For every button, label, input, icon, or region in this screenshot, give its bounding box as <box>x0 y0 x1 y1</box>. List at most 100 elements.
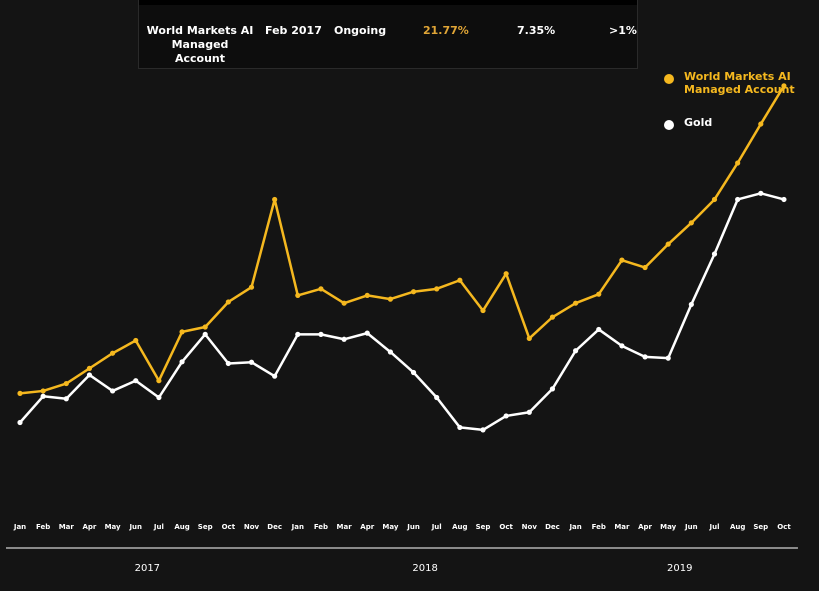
x-tick-label: Jun <box>128 523 142 531</box>
series-0-point-23 <box>549 314 556 320</box>
series-1-point-6 <box>156 394 162 401</box>
annual-return-cell: 7.35% <box>517 24 556 37</box>
series-0-point-16 <box>387 296 393 302</box>
x-tick-label: Sep <box>476 523 491 531</box>
series-1-point-5 <box>133 378 139 384</box>
legend-dot-ai-account <box>664 74 674 84</box>
x-tick-label: Apr <box>360 523 374 531</box>
series-1-point-28 <box>665 355 671 361</box>
series-0-point-12 <box>295 292 301 299</box>
legend-item-gold[interactable]: Gold <box>664 116 814 130</box>
x-tick-label: Dec <box>267 523 282 531</box>
series-0-point-9 <box>225 299 231 305</box>
series-0-point-2 <box>63 380 69 387</box>
series-0-point-28 <box>665 241 671 247</box>
legend-label-gold: Gold <box>684 116 713 129</box>
series-0-point-11 <box>272 196 278 203</box>
series-1-point-26 <box>619 343 625 349</box>
account-name-cell: World Markets AI Managed Account <box>146 24 254 65</box>
series-0-point-33 <box>781 83 787 89</box>
x-tick-label: Apr <box>638 523 652 531</box>
series-0-point-25 <box>596 291 602 297</box>
x-tick-label: Jun <box>406 523 420 531</box>
x-tick-label: Jul <box>709 523 720 531</box>
x-tick-label: Oct <box>499 523 513 531</box>
summary-table: World Markets AI Managed Account Feb 201… <box>138 0 638 69</box>
series-0-point-3 <box>86 365 93 371</box>
series-1-point-3 <box>86 372 93 378</box>
table-top-bar <box>139 0 637 5</box>
x-tick-label: May <box>382 523 398 531</box>
start-date-cell: Feb 2017 <box>265 24 322 37</box>
series-0-point-27 <box>642 264 648 271</box>
x-tick-label: Feb <box>314 523 328 531</box>
series-0-point-30 <box>711 196 718 203</box>
series-1-point-30 <box>711 251 718 257</box>
x-tick-label: Dec <box>545 523 560 531</box>
series-0-point-21 <box>503 271 509 277</box>
series-1-point-19 <box>457 424 463 431</box>
x-tick-label: Jul <box>431 523 442 531</box>
x-tick-label: Mar <box>337 523 353 531</box>
series-1-point-11 <box>272 373 278 379</box>
x-tick-label: Apr <box>83 523 97 531</box>
series-1-point-10 <box>248 359 255 365</box>
x-tick-label: Oct <box>777 523 791 531</box>
series-0-point-26 <box>619 257 625 263</box>
x-tick-label: Feb <box>592 523 606 531</box>
series-1-point-16 <box>387 349 393 355</box>
series-0-point-7 <box>179 329 185 335</box>
series-0-point-6 <box>156 378 162 384</box>
series-1-point-7 <box>179 359 185 365</box>
series-1-point-2 <box>63 396 69 402</box>
year-label-0: 2017 <box>135 563 160 574</box>
series-0-point-10 <box>248 284 255 290</box>
legend-label-ai-account: World Markets AI Managed Account <box>684 70 795 96</box>
series-line-1 <box>19 192 785 432</box>
series-1-point-4 <box>110 388 116 394</box>
x-tick-label: Mar <box>59 523 75 531</box>
x-tick-label: Nov <box>522 523 538 531</box>
series-1-point-0 <box>17 419 23 426</box>
chart-legend: World Markets AI Managed Account Gold <box>664 70 814 130</box>
x-tick-label: Aug <box>730 523 745 531</box>
x-tick-label: Jan <box>13 523 26 531</box>
series-1-point-1 <box>40 393 46 399</box>
series-1-point-17 <box>410 369 417 376</box>
series-0-point-31 <box>735 160 741 166</box>
series-1-point-15 <box>364 330 370 336</box>
series-0-point-24 <box>573 300 579 306</box>
x-tick-label: Sep <box>753 523 768 531</box>
x-tick-label: Sep <box>198 523 213 531</box>
series-1-point-14 <box>341 336 347 342</box>
series-0-point-22 <box>526 335 532 342</box>
series-1-point-9 <box>225 360 231 367</box>
series-0-point-29 <box>688 220 694 226</box>
series-1-point-33 <box>781 196 787 203</box>
x-tick-label: Aug <box>174 523 189 531</box>
legend-dot-gold <box>664 120 674 130</box>
series-0-point-15 <box>364 292 370 299</box>
series-line-0 <box>19 85 786 395</box>
series-0-point-13 <box>318 286 324 292</box>
series-0-point-0 <box>17 390 23 396</box>
series-0-point-14 <box>341 300 347 306</box>
series-1-point-23 <box>549 386 556 392</box>
year-label-1: 2018 <box>412 563 437 574</box>
series-0-point-18 <box>434 286 440 292</box>
series-1-point-20 <box>480 427 486 433</box>
return-cell: 21.77% <box>423 24 469 37</box>
x-tick-label: Nov <box>244 523 260 531</box>
x-tick-label: Oct <box>222 523 236 531</box>
x-tick-label: Mar <box>614 523 630 531</box>
series-1-point-21 <box>503 413 509 419</box>
series-1-point-24 <box>573 348 579 354</box>
series-0-point-17 <box>410 289 417 295</box>
series-0-point-20 <box>480 307 486 314</box>
x-tick-label: May <box>660 523 676 531</box>
drawdown-cell: >1% <box>609 24 637 37</box>
legend-item-ai-account[interactable]: World Markets AI Managed Account <box>664 70 814 96</box>
x-tick-label: Aug <box>452 523 467 531</box>
series-1-point-8 <box>202 331 208 337</box>
